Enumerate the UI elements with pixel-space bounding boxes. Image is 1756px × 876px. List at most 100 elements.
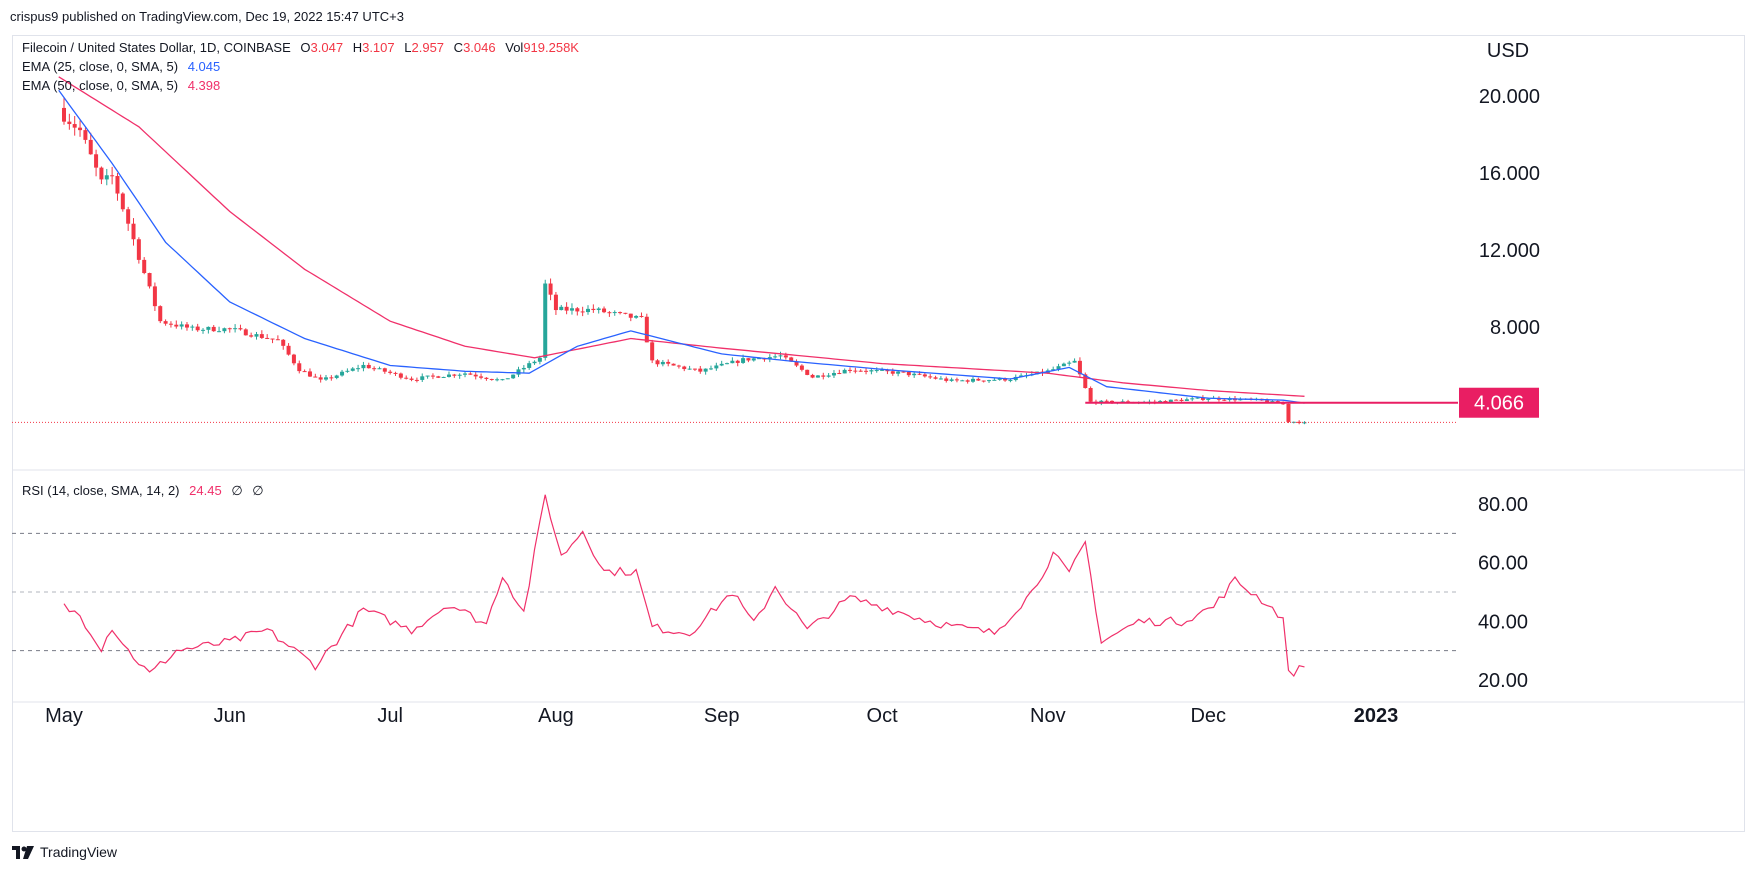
axis-labels: USD 20.000 16.000 12.000 8.000 80.00 60.00 40.0… bbox=[45, 40, 1540, 727]
candle bbox=[142, 257, 147, 275]
candle bbox=[644, 313, 649, 343]
candle bbox=[612, 310, 617, 316]
candle bbox=[441, 376, 446, 378]
time-tick-label: Dec bbox=[1190, 705, 1226, 727]
candle bbox=[83, 127, 88, 144]
candle bbox=[393, 371, 398, 376]
high-value: 3.107 bbox=[362, 40, 395, 55]
candle bbox=[676, 364, 681, 369]
candle bbox=[527, 360, 532, 370]
price-tick-label: 12.000 bbox=[1479, 240, 1540, 262]
candle bbox=[302, 369, 307, 373]
time-tick-label: Jul bbox=[377, 705, 403, 727]
footer-brand: TradingView bbox=[40, 844, 118, 860]
candle bbox=[650, 339, 655, 364]
candle bbox=[463, 371, 468, 378]
candle bbox=[120, 192, 125, 212]
volume-label: Vol bbox=[505, 40, 524, 55]
candle bbox=[831, 370, 836, 378]
currency-label: USD bbox=[1487, 40, 1529, 62]
chart-frame[interactable] bbox=[12, 35, 1745, 832]
time-tick-label: 2023 bbox=[1354, 705, 1399, 727]
candle bbox=[864, 367, 869, 375]
candle bbox=[922, 372, 927, 378]
rsi-value: 24.45 bbox=[189, 483, 222, 498]
candle bbox=[655, 359, 660, 367]
time-tick-label: Oct bbox=[867, 705, 899, 727]
candle bbox=[607, 311, 612, 317]
candle bbox=[949, 377, 954, 382]
close-value: 3.046 bbox=[463, 40, 496, 55]
candle bbox=[136, 237, 141, 264]
symbol-legend[interactable]: Filecoin / United States Dollar, 1D, COI… bbox=[22, 40, 579, 55]
candle bbox=[842, 368, 847, 374]
ema25-label: EMA (25, close, 0, SMA, 5) bbox=[22, 59, 179, 74]
candle bbox=[179, 321, 184, 330]
candle bbox=[703, 368, 708, 375]
candle bbox=[222, 327, 227, 334]
candle bbox=[195, 323, 200, 332]
candle bbox=[532, 360, 537, 365]
rsi-extra-2: ∅ bbox=[252, 483, 264, 498]
candle bbox=[425, 375, 430, 379]
footer[interactable]: TradingView bbox=[12, 844, 117, 860]
candle bbox=[548, 278, 553, 301]
rsi-pane bbox=[12, 494, 1458, 678]
low-label: L bbox=[404, 40, 412, 55]
candle bbox=[115, 172, 120, 201]
candle bbox=[912, 371, 917, 378]
candle bbox=[62, 97, 66, 125]
candle bbox=[334, 374, 339, 380]
candle bbox=[805, 369, 810, 376]
candle bbox=[874, 367, 879, 373]
candle bbox=[318, 374, 323, 383]
candle bbox=[126, 206, 131, 231]
candle bbox=[965, 379, 970, 384]
candle bbox=[372, 366, 377, 372]
open-value: 3.047 bbox=[310, 40, 344, 55]
price-tick-label: 8.000 bbox=[1490, 317, 1540, 339]
candle bbox=[692, 368, 697, 371]
candle bbox=[591, 304, 596, 313]
candle bbox=[853, 367, 858, 374]
ema25-legend[interactable]: EMA (25, close, 0, SMA, 5) 4.045 bbox=[22, 59, 220, 74]
candle bbox=[420, 373, 425, 382]
candle bbox=[1088, 386, 1093, 403]
candle bbox=[1061, 362, 1066, 367]
rsi-legend[interactable]: RSI (14, close, SMA, 14, 2) 24.45 ∅ ∅ bbox=[22, 483, 264, 499]
candle bbox=[970, 376, 975, 383]
candle bbox=[778, 351, 783, 360]
ema50-legend[interactable]: EMA (50, close, 0, SMA, 5) 4.398 bbox=[22, 78, 220, 93]
candle bbox=[660, 359, 665, 367]
candle bbox=[901, 371, 906, 373]
candles-group bbox=[62, 97, 1307, 425]
ema50-value: 4.398 bbox=[187, 78, 221, 93]
candle bbox=[730, 357, 735, 364]
candle bbox=[340, 369, 345, 377]
candle bbox=[719, 360, 724, 367]
candle bbox=[88, 132, 93, 155]
candle bbox=[174, 320, 179, 329]
ema50-label: EMA (50, close, 0, SMA, 5) bbox=[22, 78, 179, 93]
candle bbox=[773, 353, 778, 359]
candle bbox=[238, 324, 243, 331]
candle bbox=[313, 373, 318, 378]
candle bbox=[602, 306, 607, 314]
candle bbox=[361, 361, 366, 372]
candle bbox=[190, 324, 195, 331]
candle bbox=[99, 166, 104, 185]
candle bbox=[254, 331, 259, 340]
candle bbox=[960, 379, 965, 382]
rsi-tick-label: 20.00 bbox=[1478, 670, 1528, 692]
candle bbox=[826, 373, 831, 378]
candle bbox=[168, 321, 173, 328]
candle bbox=[580, 306, 585, 317]
candle bbox=[94, 149, 99, 177]
candle bbox=[243, 328, 248, 336]
candle bbox=[211, 325, 216, 332]
candle bbox=[618, 311, 623, 315]
candle bbox=[521, 365, 526, 373]
rsi-line bbox=[63, 494, 1305, 678]
candle bbox=[596, 307, 601, 314]
